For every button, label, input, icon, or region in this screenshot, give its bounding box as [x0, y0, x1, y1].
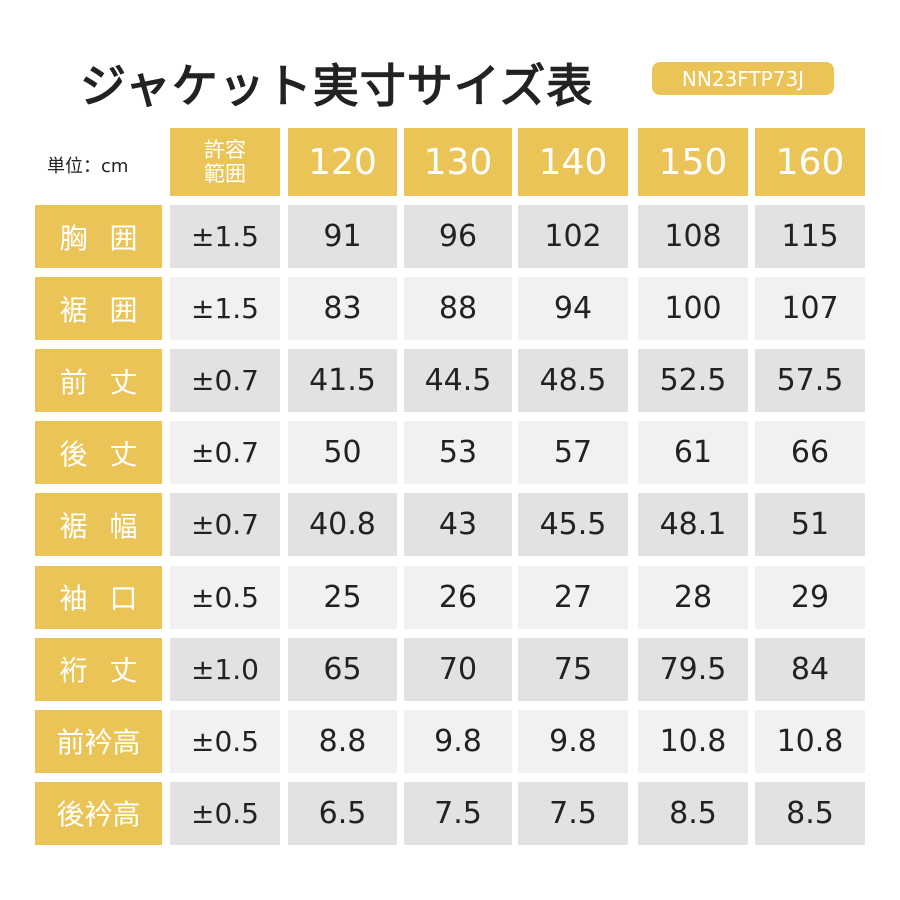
size-header: 160	[755, 128, 865, 196]
value: 70	[404, 637, 512, 701]
value: 61	[638, 421, 748, 485]
value: 8.5	[755, 781, 865, 845]
row-label: 裾幅	[35, 493, 162, 557]
tolerance: ±0.7	[170, 421, 280, 485]
value: 65	[288, 637, 397, 701]
value: 79.5	[638, 637, 748, 701]
size-header: 130	[404, 128, 512, 196]
value: 8.5	[638, 781, 748, 845]
value: 48.5	[518, 349, 628, 413]
tolerance: ±0.7	[170, 493, 280, 557]
tolerance: ±0.7	[170, 349, 280, 413]
value: 50	[288, 421, 397, 485]
value: 40.8	[288, 493, 397, 557]
value: 100	[638, 277, 748, 341]
row-label: 袖口	[35, 565, 162, 629]
size-header: 150	[638, 128, 748, 196]
value: 57.5	[755, 349, 865, 413]
value: 7.5	[518, 781, 628, 845]
value: 29	[755, 565, 865, 629]
row-label: 前丈	[35, 349, 162, 413]
value: 48.1	[638, 493, 748, 557]
row-label: 裄丈	[35, 637, 162, 701]
value: 83	[288, 277, 397, 341]
value: 115	[755, 205, 865, 268]
title: ジャケット実寸サイズ表	[80, 59, 594, 113]
size-header: 120	[288, 128, 397, 196]
value: 66	[755, 421, 865, 485]
value: 44.5	[404, 349, 512, 413]
value: 26	[404, 565, 512, 629]
tolerance: ±0.5	[170, 709, 280, 773]
value: 88	[404, 277, 512, 341]
value: 102	[518, 205, 628, 268]
product-code: NN23FTP73J	[652, 62, 834, 95]
row-label: 胸囲	[35, 205, 162, 268]
value: 75	[518, 637, 628, 701]
value: 45.5	[518, 493, 628, 557]
tolerance: ±1.5	[170, 277, 280, 341]
unit-label: 単位：cm	[47, 156, 129, 177]
tolerance: ±0.5	[170, 781, 280, 845]
tolerance-header: 許容範囲	[170, 128, 280, 196]
value: 8.8	[288, 709, 397, 773]
value: 7.5	[404, 781, 512, 845]
value: 57	[518, 421, 628, 485]
value: 9.8	[404, 709, 512, 773]
value: 53	[404, 421, 512, 485]
row-label: 後丈	[35, 421, 162, 485]
row-label: 前衿高	[35, 709, 162, 773]
tolerance: ±1.5	[170, 205, 280, 268]
value: 43	[404, 493, 512, 557]
value: 84	[755, 637, 865, 701]
value: 108	[638, 205, 748, 268]
value: 28	[638, 565, 748, 629]
tolerance: ±1.0	[170, 637, 280, 701]
tolerance: ±0.5	[170, 565, 280, 629]
value: 9.8	[518, 709, 628, 773]
value: 10.8	[638, 709, 748, 773]
value: 27	[518, 565, 628, 629]
value: 52.5	[638, 349, 748, 413]
value: 107	[755, 277, 865, 341]
value: 10.8	[755, 709, 865, 773]
row-label: 後衿高	[35, 781, 162, 845]
value: 41.5	[288, 349, 397, 413]
size-header: 140	[518, 128, 628, 196]
row-label: 裾囲	[35, 277, 162, 341]
value: 51	[755, 493, 865, 557]
value: 96	[404, 205, 512, 268]
value: 91	[288, 205, 397, 268]
value: 6.5	[288, 781, 397, 845]
value: 25	[288, 565, 397, 629]
value: 94	[518, 277, 628, 341]
